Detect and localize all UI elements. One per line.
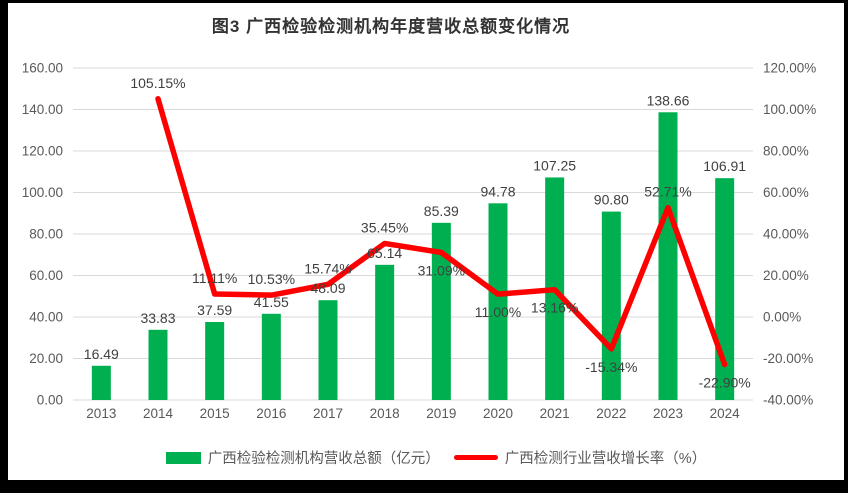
bar-value-label: 33.83 [140, 310, 175, 326]
right-axis-tick: 120.00% [763, 61, 816, 76]
x-axis-label: 2022 [596, 406, 626, 421]
left-axis-tick: 120.00 [22, 144, 63, 159]
chart-legend: 广西检验检测机构营收总额（亿元） 广西检测行业营收增长率（%） [8, 447, 848, 468]
line-value-label: 35.45% [361, 219, 408, 235]
left-axis-tick: 20.00 [29, 351, 63, 366]
chart-plot-area: 0.00 20.00 40.00 60.00 80.00 100.00 120.00 140.… [22, 61, 817, 422]
bar-value-label: 90.80 [594, 192, 629, 208]
x-axis-label: 2014 [143, 406, 174, 421]
legend-item-revenue: 广西检验检测机构营收总额（亿元） [165, 447, 440, 468]
bar-value-label: 107.25 [533, 157, 576, 173]
bar-2016 [261, 313, 281, 400]
bar-value-label: 48.09 [310, 280, 345, 296]
bar-2015 [205, 322, 225, 400]
line-value-label: 31.09% [418, 262, 465, 278]
bar-2014 [148, 329, 168, 400]
x-axis-label: 2015 [200, 406, 230, 421]
bar-2013 [91, 365, 111, 400]
x-axis-label: 2024 [710, 406, 741, 421]
line-value-label: 13.16% [531, 300, 578, 316]
right-axis-tick: 80.00% [763, 144, 809, 159]
bar-2022 [601, 211, 621, 400]
legend-label-growth: 广西检测行业营收增长率（%） [504, 451, 707, 467]
right-axis-tick: 0.00% [763, 310, 801, 325]
bar-series-swatch-icon [165, 451, 201, 464]
x-axis-label: 2013 [86, 406, 116, 421]
chart-title: 图3 广西检验检测机构年度营收总额变化情况 [211, 17, 571, 36]
line-value-label: -22.90% [699, 375, 751, 391]
bar-value-label: 138.66 [647, 92, 690, 108]
x-axis-label: 2021 [540, 406, 570, 421]
right-axis-tick: 20.00% [763, 268, 809, 283]
bar-value-label: 37.59 [197, 302, 232, 318]
line-value-label: 10.53% [248, 271, 295, 287]
bar-2020 [488, 203, 508, 400]
left-axis-tick: 60.00 [29, 268, 63, 283]
line-value-label: 52.71% [644, 184, 691, 200]
left-axis-tick: 100.00 [22, 185, 63, 200]
line-value-label: 11.11% [192, 270, 237, 286]
left-axis-tick: 0.00 [37, 393, 63, 408]
line-value-label: 105.15% [130, 75, 185, 91]
x-axis-label: 2017 [313, 406, 343, 421]
bar-2019 [431, 222, 451, 400]
bar-value-label: 41.55 [254, 294, 289, 310]
x-axis-label: 2018 [370, 406, 400, 421]
x-axis-label: 2023 [653, 406, 683, 421]
bar-value-label: 16.49 [84, 346, 119, 362]
bar-value-label: 94.78 [480, 183, 515, 199]
x-axis-label: 2019 [426, 406, 456, 421]
x-axis-label: 2016 [256, 406, 286, 421]
bar-2018 [375, 264, 395, 400]
left-axis-tick: 80.00 [29, 227, 63, 242]
growth-rate-line [155, 96, 728, 368]
right-axis-tick: 60.00% [763, 185, 809, 200]
line-value-label: 15.74% [304, 260, 351, 276]
bar-value-label: 85.39 [424, 203, 459, 219]
legend-item-growth: 广西检测行业营收增长率（%） [453, 447, 707, 468]
line-series-swatch-icon [453, 455, 498, 460]
right-axis-tick: -20.00% [763, 351, 813, 366]
left-axis-tick: 140.00 [22, 102, 63, 117]
left-axis-tick: 40.00 [29, 310, 63, 325]
line-value-label: 11.00% [475, 304, 521, 320]
bar-value-label: 106.91 [703, 158, 746, 174]
bar-value-label: 65.14 [367, 245, 402, 261]
right-axis-tick: 100.00% [763, 102, 816, 117]
line-value-label: -15.34% [585, 359, 637, 375]
right-axis-tick: 40.00% [763, 227, 809, 242]
left-axis-tick: 160.00 [22, 61, 63, 76]
legend-label-revenue: 广西检验检测机构营收总额（亿元） [207, 451, 440, 467]
right-axis-tick: -40.00% [763, 393, 813, 408]
bar-2017 [318, 300, 338, 400]
bar-2023 [658, 112, 678, 400]
x-axis-label: 2020 [483, 406, 513, 421]
